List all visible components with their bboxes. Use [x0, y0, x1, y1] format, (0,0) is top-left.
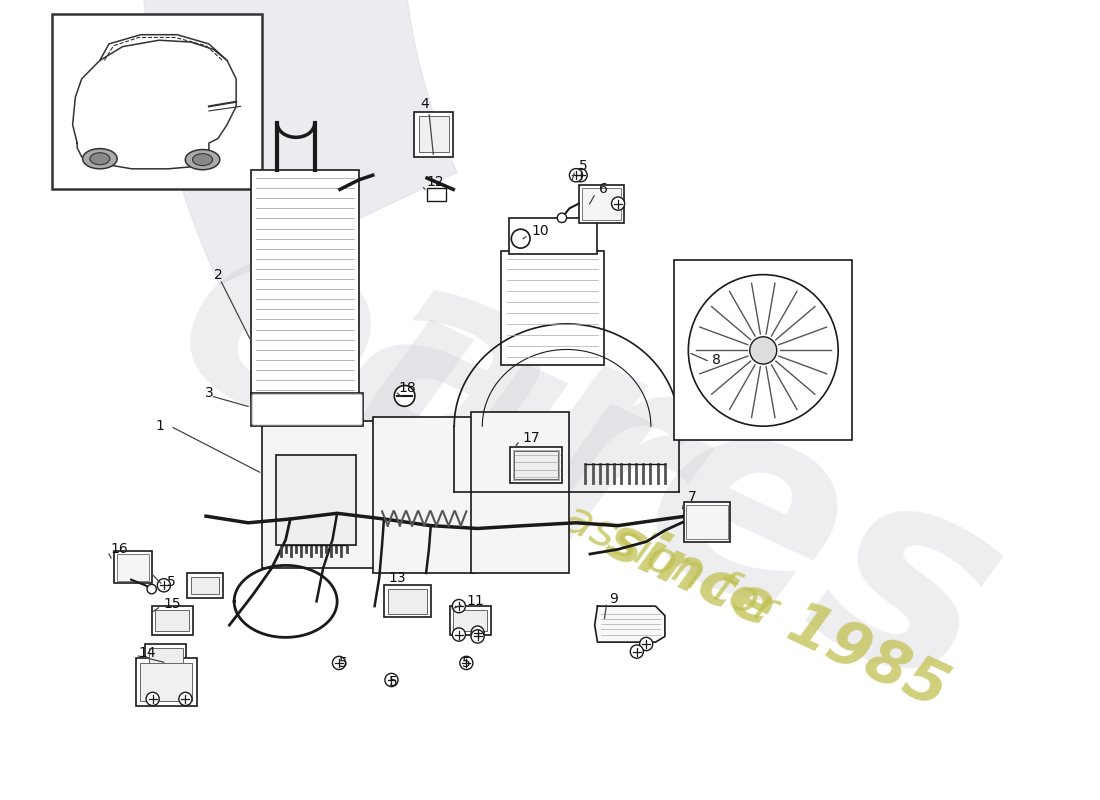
- Bar: [414, 112, 453, 158]
- Bar: [686, 505, 728, 539]
- Bar: [141, 663, 192, 701]
- Circle shape: [639, 638, 652, 650]
- Bar: [251, 393, 363, 426]
- Bar: [135, 658, 197, 706]
- Bar: [514, 450, 559, 480]
- Bar: [508, 218, 596, 254]
- Bar: [155, 610, 189, 630]
- FancyBboxPatch shape: [373, 417, 475, 573]
- Ellipse shape: [90, 153, 110, 165]
- Bar: [148, 648, 183, 669]
- Bar: [514, 451, 558, 479]
- Text: 1: 1: [155, 419, 164, 433]
- Text: 4: 4: [420, 97, 429, 111]
- Text: since 1985: since 1985: [597, 510, 957, 721]
- Text: 2: 2: [214, 268, 223, 282]
- Text: 5: 5: [339, 656, 348, 670]
- Polygon shape: [141, 0, 738, 285]
- Text: 5: 5: [167, 575, 175, 590]
- Circle shape: [452, 628, 465, 641]
- Bar: [683, 502, 730, 542]
- Ellipse shape: [82, 149, 117, 169]
- Text: 12: 12: [426, 175, 443, 189]
- Polygon shape: [595, 606, 664, 642]
- Text: 5: 5: [388, 675, 397, 689]
- Circle shape: [574, 169, 587, 182]
- Bar: [450, 606, 491, 634]
- Bar: [674, 261, 852, 440]
- Circle shape: [612, 197, 625, 210]
- Circle shape: [147, 584, 156, 594]
- Circle shape: [460, 656, 473, 670]
- Bar: [251, 170, 359, 398]
- Text: 13: 13: [388, 570, 406, 585]
- Bar: [145, 644, 186, 673]
- Circle shape: [157, 578, 170, 592]
- Circle shape: [558, 213, 566, 222]
- Circle shape: [630, 645, 644, 658]
- Bar: [117, 554, 148, 581]
- Text: 8: 8: [712, 353, 720, 367]
- Bar: [191, 577, 219, 594]
- Text: 9: 9: [608, 591, 617, 606]
- Circle shape: [332, 656, 345, 670]
- Text: 16: 16: [110, 542, 129, 556]
- Circle shape: [570, 169, 583, 182]
- Bar: [419, 117, 449, 153]
- Bar: [52, 14, 262, 190]
- Text: a passion for: a passion for: [490, 465, 784, 634]
- Text: 7: 7: [689, 490, 697, 504]
- Bar: [579, 185, 624, 222]
- Circle shape: [750, 337, 777, 364]
- Bar: [582, 187, 620, 220]
- Ellipse shape: [185, 150, 220, 170]
- Text: 3: 3: [205, 386, 213, 400]
- Circle shape: [471, 630, 484, 643]
- Circle shape: [689, 274, 838, 426]
- Text: 10: 10: [532, 224, 550, 238]
- Bar: [187, 573, 223, 598]
- Bar: [387, 589, 427, 614]
- FancyBboxPatch shape: [262, 422, 375, 568]
- Text: eur: eur: [136, 174, 725, 640]
- Text: 17: 17: [522, 430, 540, 445]
- Circle shape: [394, 386, 415, 406]
- Ellipse shape: [192, 154, 212, 166]
- Bar: [510, 447, 562, 483]
- Text: 15: 15: [164, 598, 182, 611]
- Text: 14: 14: [139, 646, 156, 661]
- Bar: [453, 610, 487, 630]
- Text: ares: ares: [310, 218, 1038, 749]
- Circle shape: [146, 692, 160, 706]
- Circle shape: [512, 229, 530, 248]
- Circle shape: [452, 599, 465, 613]
- Circle shape: [179, 692, 192, 706]
- Circle shape: [385, 674, 398, 686]
- Text: 18: 18: [398, 382, 416, 395]
- Text: 6: 6: [600, 182, 608, 197]
- Bar: [114, 551, 152, 583]
- Text: 5: 5: [579, 158, 587, 173]
- Bar: [276, 454, 356, 545]
- Circle shape: [471, 626, 484, 639]
- Bar: [427, 187, 446, 201]
- Text: 5: 5: [462, 656, 471, 670]
- FancyBboxPatch shape: [471, 412, 570, 573]
- Text: 11: 11: [466, 594, 484, 608]
- Bar: [152, 606, 192, 634]
- Bar: [384, 586, 431, 618]
- Bar: [500, 251, 604, 365]
